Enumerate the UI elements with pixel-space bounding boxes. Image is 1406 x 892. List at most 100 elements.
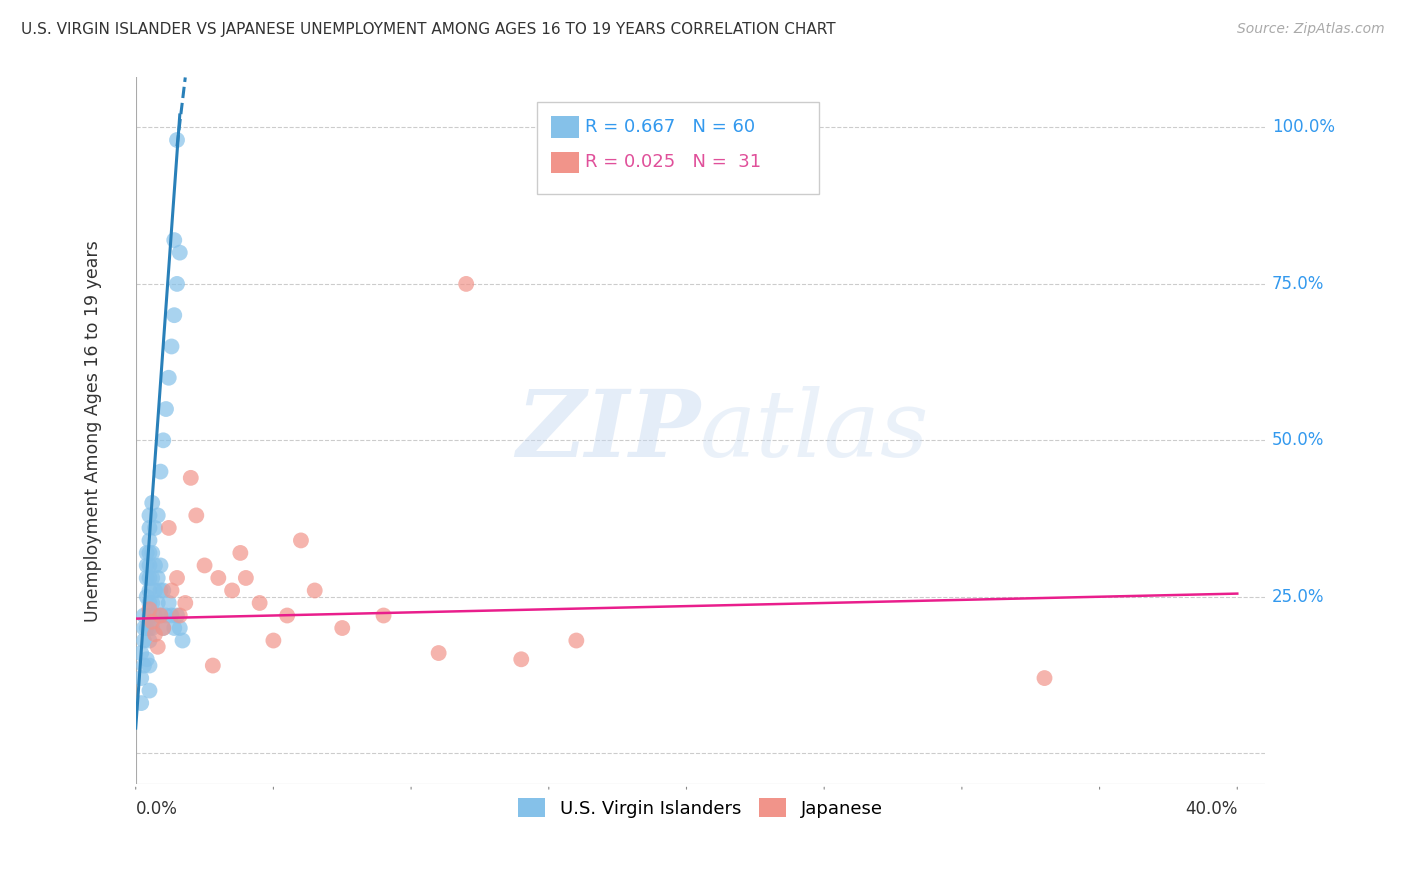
Point: [229, 546, 252, 560]
Point: [135, 546, 157, 560]
Point: [152, 621, 174, 635]
Point: [166, 133, 188, 147]
Point: [169, 621, 191, 635]
Point: [262, 633, 284, 648]
Point: [146, 596, 169, 610]
Point: [141, 546, 163, 560]
Text: U.S. VIRGIN ISLANDER VS JAPANESE UNEMPLOYMENT AMONG AGES 16 TO 19 YEARS CORRELAT: U.S. VIRGIN ISLANDER VS JAPANESE UNEMPLO…: [21, 22, 835, 37]
Point: [152, 434, 174, 448]
Point: [157, 370, 180, 384]
Text: R = 0.667   N = 60: R = 0.667 N = 60: [585, 118, 755, 136]
Text: R = 0.025   N =  31: R = 0.025 N = 31: [585, 153, 761, 171]
Point: [565, 633, 588, 648]
Point: [138, 602, 160, 616]
Point: [132, 608, 155, 623]
Point: [149, 608, 172, 623]
Text: Source: ZipAtlas.com: Source: ZipAtlas.com: [1237, 22, 1385, 37]
Point: [155, 402, 177, 417]
Text: 50.0%: 50.0%: [1272, 432, 1324, 450]
Point: [143, 521, 166, 535]
Point: [152, 621, 174, 635]
Point: [135, 590, 157, 604]
Point: [330, 621, 353, 635]
Point: [146, 508, 169, 523]
Point: [135, 652, 157, 666]
Point: [138, 633, 160, 648]
Point: [141, 596, 163, 610]
Point: [149, 583, 172, 598]
Point: [149, 465, 172, 479]
Point: [166, 277, 188, 291]
Point: [143, 583, 166, 598]
Point: [138, 571, 160, 585]
Point: [221, 583, 243, 598]
Point: [138, 558, 160, 573]
Point: [157, 596, 180, 610]
Point: [193, 558, 215, 573]
Point: [163, 308, 186, 322]
Point: [149, 608, 172, 623]
Point: [155, 608, 177, 623]
Point: [1033, 671, 1056, 685]
Point: [138, 546, 160, 560]
Legend: U.S. Virgin Islanders, Japanese: U.S. Virgin Islanders, Japanese: [510, 791, 890, 825]
Point: [373, 608, 395, 623]
Point: [138, 508, 160, 523]
Point: [132, 621, 155, 635]
Point: [276, 608, 298, 623]
Point: [141, 615, 163, 629]
Point: [290, 533, 312, 548]
Point: [174, 596, 197, 610]
Text: 75.0%: 75.0%: [1272, 275, 1324, 293]
Point: [152, 583, 174, 598]
Point: [132, 633, 155, 648]
Text: 40.0%: 40.0%: [1185, 800, 1237, 818]
Point: [146, 571, 169, 585]
Point: [304, 583, 326, 598]
Text: atlas: atlas: [700, 386, 929, 476]
Point: [138, 533, 160, 548]
Point: [172, 633, 194, 648]
Text: 0.0%: 0.0%: [136, 800, 177, 818]
Point: [143, 558, 166, 573]
Point: [510, 652, 533, 666]
Point: [143, 627, 166, 641]
Point: [135, 621, 157, 635]
Point: [249, 596, 271, 610]
Text: 100.0%: 100.0%: [1272, 119, 1334, 136]
FancyBboxPatch shape: [551, 152, 579, 173]
Point: [138, 608, 160, 623]
Point: [135, 571, 157, 585]
Point: [129, 646, 152, 660]
Point: [201, 658, 224, 673]
Point: [169, 608, 191, 623]
Point: [169, 245, 191, 260]
Point: [146, 640, 169, 654]
Point: [143, 608, 166, 623]
Point: [138, 521, 160, 535]
Point: [138, 583, 160, 598]
Point: [141, 571, 163, 585]
FancyBboxPatch shape: [551, 116, 579, 137]
Point: [207, 571, 229, 585]
Text: ZIP: ZIP: [516, 386, 700, 476]
Point: [132, 658, 155, 673]
Point: [186, 508, 208, 523]
Point: [427, 646, 450, 660]
Point: [129, 696, 152, 710]
Point: [138, 658, 160, 673]
Point: [180, 471, 202, 485]
Point: [138, 621, 160, 635]
Point: [160, 608, 183, 623]
Point: [166, 571, 188, 585]
Point: [456, 277, 478, 291]
Point: [135, 558, 157, 573]
Point: [141, 496, 163, 510]
Text: 25.0%: 25.0%: [1272, 588, 1324, 606]
FancyBboxPatch shape: [537, 103, 818, 194]
Point: [129, 671, 152, 685]
Point: [163, 621, 186, 635]
Text: Unemployment Among Ages 16 to 19 years: Unemployment Among Ages 16 to 19 years: [84, 240, 101, 622]
Point: [157, 521, 180, 535]
Point: [138, 683, 160, 698]
